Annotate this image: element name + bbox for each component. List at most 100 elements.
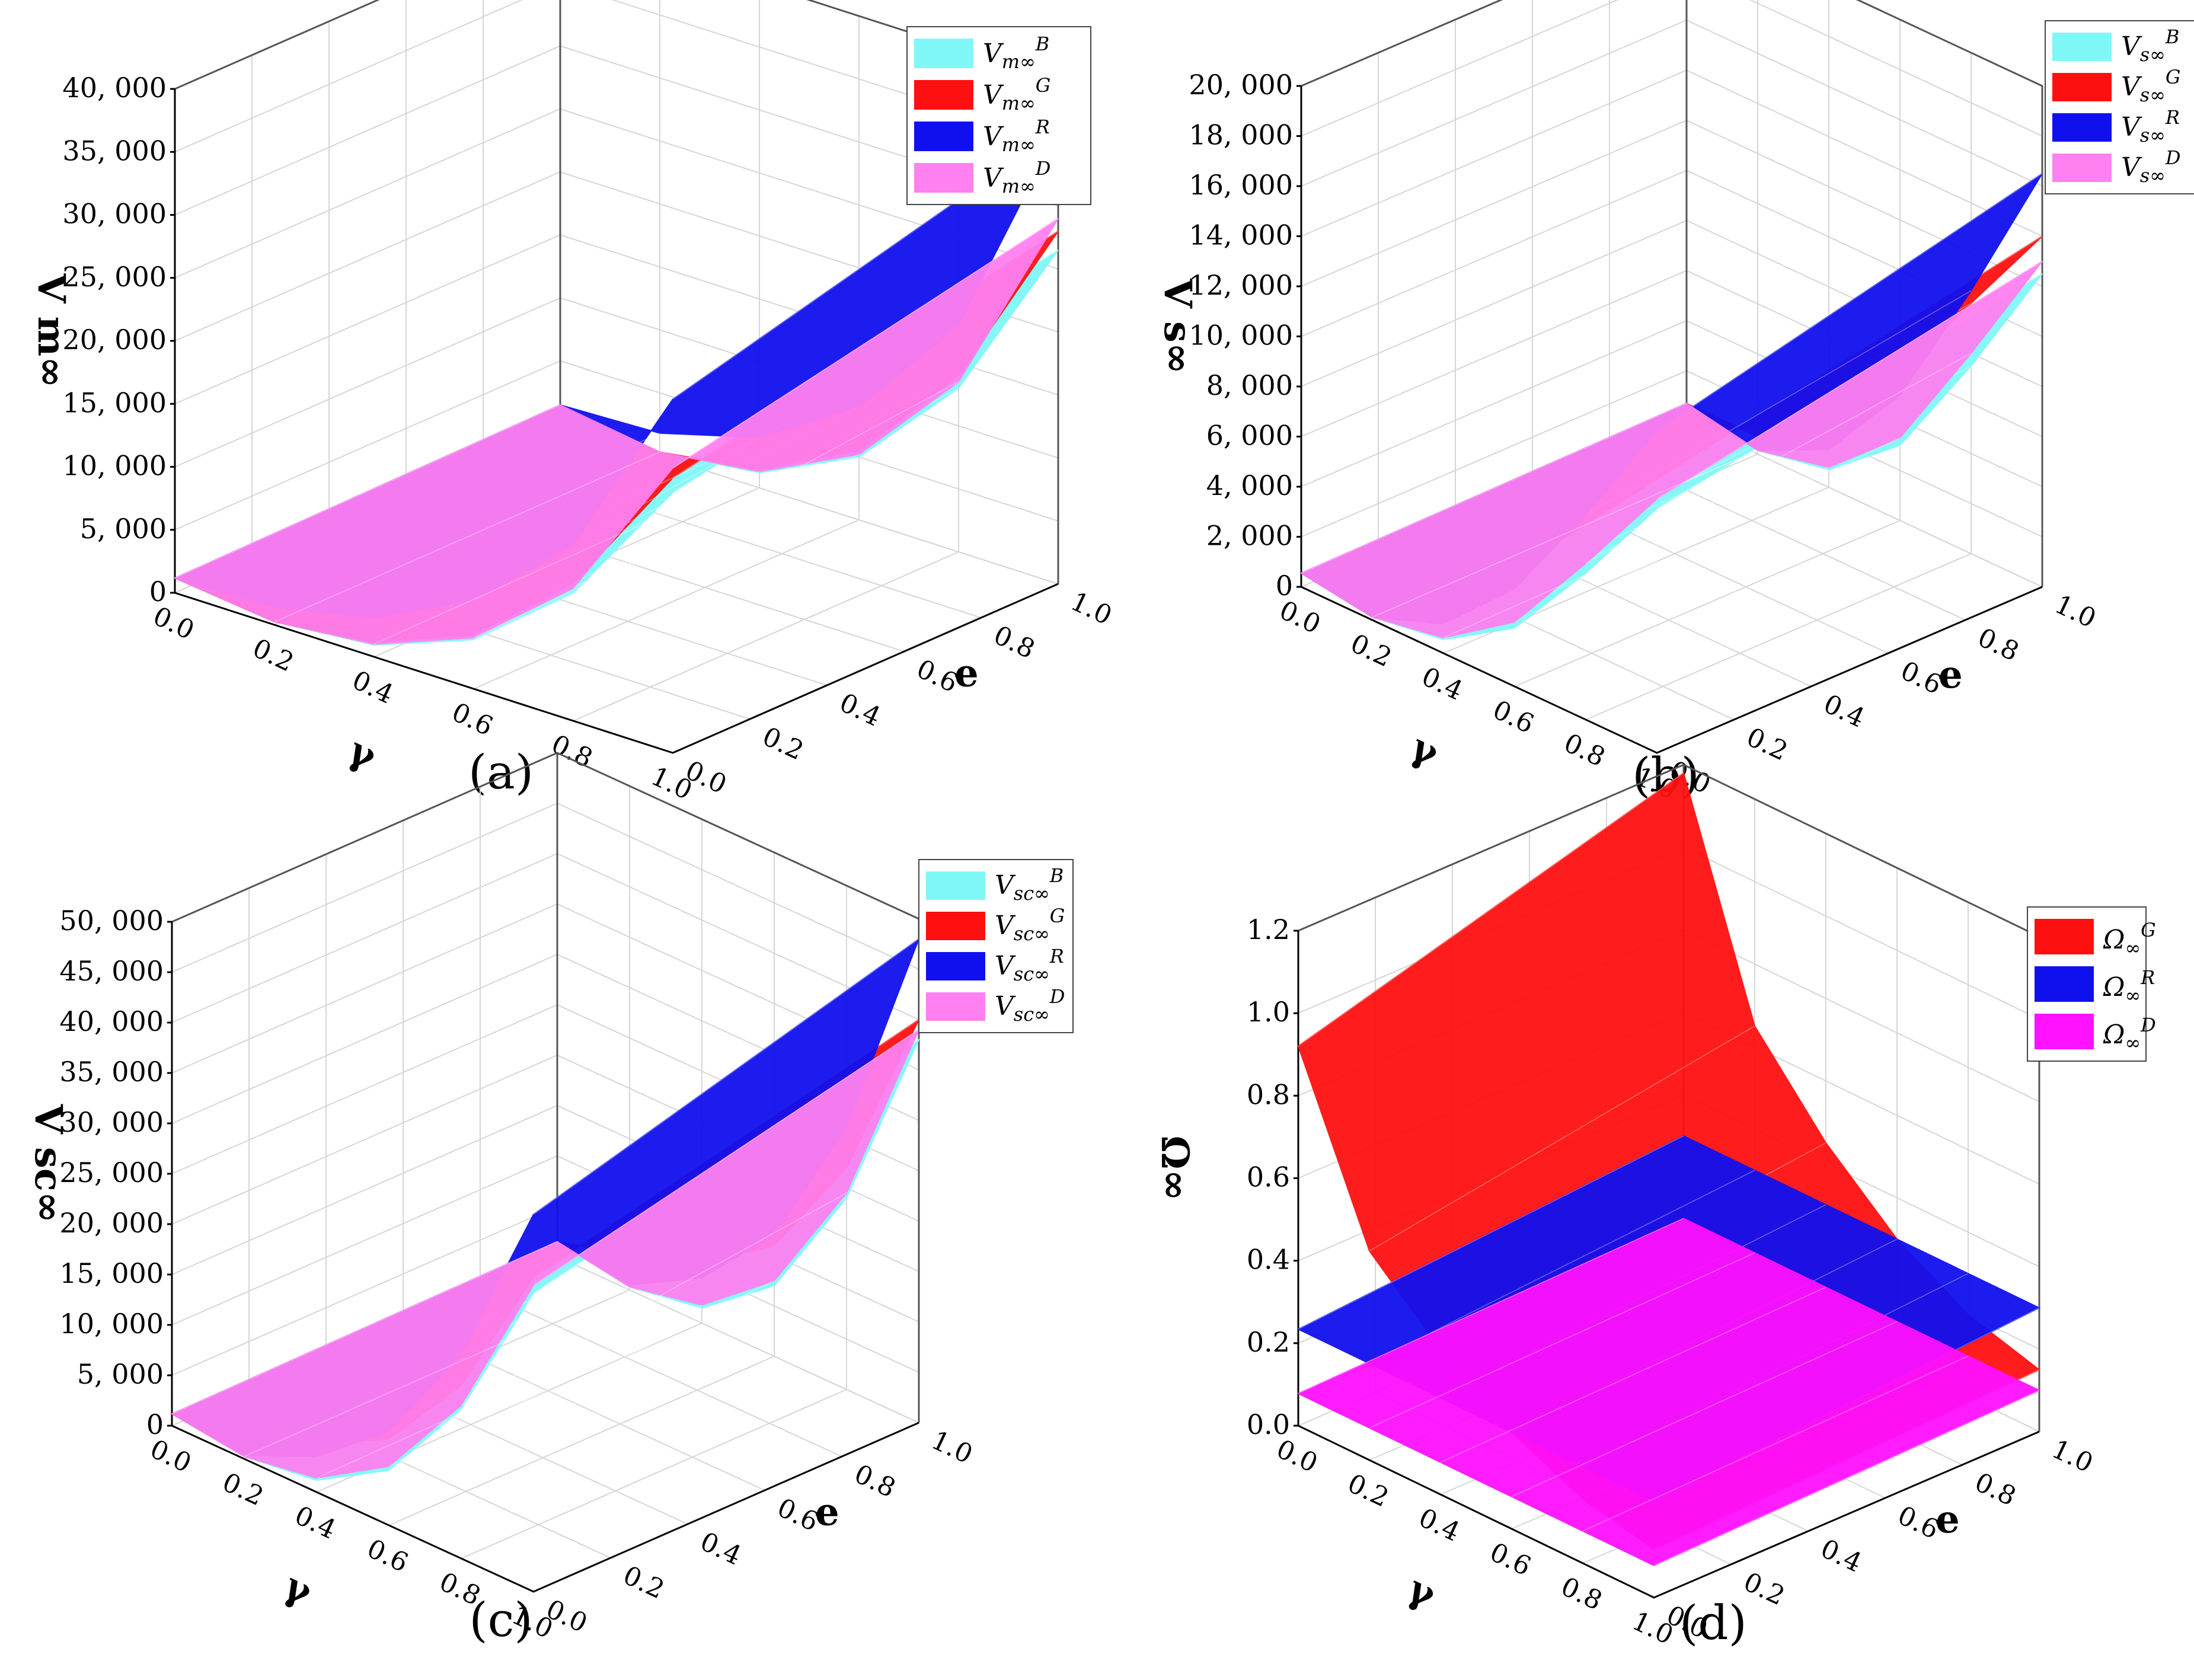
grid-line-z	[174, 0, 1059, 153]
surfaces	[173, 130, 1059, 646]
z-tick-label: 1.2	[1247, 914, 1290, 946]
x-tick-label: 0.0	[1275, 595, 1325, 640]
legend: Vm∞BVm∞GVm∞RVm∞D	[906, 26, 1091, 205]
legend-label: Ω∞G	[2103, 919, 2156, 959]
z-tick-label: 0.0	[1247, 1408, 1290, 1441]
z-tick-label: 30, 000	[62, 198, 167, 230]
z-tick-label: 4, 000	[1206, 469, 1293, 502]
grid-line-z	[171, 802, 919, 973]
z-tick-label: 10, 000	[59, 1308, 164, 1340]
z-tick-label: 18, 000	[1189, 119, 1293, 151]
legend-swatch	[2035, 919, 2094, 954]
x-tick-label: 0.2	[1346, 628, 1396, 673]
legend-swatch	[926, 912, 985, 940]
z-axis-label: V sc∞	[26, 1104, 71, 1223]
z-axis-label: V s∞	[1155, 278, 1200, 374]
x-tick-label: 0.6	[362, 1534, 413, 1579]
legend-label: Vsc∞R	[995, 945, 1064, 985]
panel-caption: (d)	[1679, 1595, 1747, 1650]
frame-top	[171, 752, 920, 1423]
z-tick-label: 5, 000	[77, 1358, 164, 1390]
surface-D	[1296, 1218, 2041, 1566]
z-tick-label: 0.2	[1247, 1326, 1290, 1358]
mesh-line	[171, 1241, 558, 1414]
mesh-line	[1656, 261, 2043, 500]
z-tick-label: 0.8	[1247, 1078, 1290, 1110]
x-tick-label: 0.6	[1485, 1537, 1535, 1582]
z-tick-label: 1.0	[1247, 996, 1290, 1028]
y-tick-label: 0.4	[835, 688, 885, 733]
z-tick-label: 6, 000	[1206, 420, 1293, 452]
z-tick-label: 0	[149, 576, 167, 608]
grid-line-z	[171, 852, 919, 1023]
mesh-line	[1514, 437, 1901, 622]
y-tick-label: 0.8	[850, 1459, 900, 1504]
z-tick-label: 10, 000	[62, 450, 167, 482]
z-tick-label: 5, 000	[80, 513, 167, 545]
y-tick-label: 0.4	[695, 1526, 746, 1572]
z-tick-label: 25, 000	[62, 261, 167, 293]
z-tick-label: 20, 000	[62, 324, 167, 356]
mesh-line	[1514, 445, 1901, 628]
z-tick-label: 10, 000	[1189, 320, 1293, 352]
mesh-line	[1298, 772, 1684, 1047]
chart-panel-c: 0 5, 000 10, 000 15, 000 20, 000 25, 000 30, 0…	[26, 752, 1074, 1647]
y-tick-labels: 0.00.20.40.60.81.0	[1665, 589, 2100, 800]
mesh-line	[1369, 1170, 1755, 1364]
y-tick-label: 1.0	[2050, 589, 2100, 634]
x-tick-label: 0.4	[290, 1500, 340, 1545]
z-tick-labels: 0 2, 000 4, 000 6, 000 8, 000 10, 000 12, 000 1…	[1189, 69, 1301, 602]
surfaces	[1296, 772, 2041, 1566]
z-tick-label: 30, 000	[59, 1106, 164, 1138]
grid-line-z	[1301, 19, 2043, 187]
y-tick-labels: 0.00.20.40.60.81.0	[681, 586, 1116, 800]
x-tick-label: 0.2	[248, 633, 298, 678]
y-tick-label: 0.8	[1973, 622, 2023, 667]
x-tick-label: 0.4	[347, 665, 398, 710]
y-tick-label: 1.0	[2047, 1434, 2097, 1479]
mesh-line	[388, 1280, 775, 1467]
legend-label: Vm∞B	[983, 33, 1049, 73]
chart-panel-d: 0.00.20.40.60.81.01.20.00.20.40.60.81.00…	[1152, 764, 2156, 1651]
z-tick-labels: 0 5, 000 10, 000 15, 000 20, 000 25, 000 30, 0…	[59, 905, 172, 1441]
z-tick-labels: 0 5, 000 10, 000 15, 000 20, 000 25, 000 30, 0…	[62, 72, 175, 608]
mesh-line	[533, 1029, 919, 1286]
z-tick-label: 15, 000	[59, 1257, 164, 1289]
x-tick-label: 0.4	[1417, 662, 1467, 707]
x-axis-label: γ	[1401, 1566, 1443, 1617]
z-tick-label: 2, 000	[1206, 520, 1293, 552]
y-tick-label: 0.2	[1742, 722, 1792, 767]
chart-panel-a: 0 5, 000 10, 000 15, 000 20, 000 25, 000 30, 0…	[29, 0, 1116, 806]
panel-caption: (c)	[469, 1592, 532, 1647]
mesh-line	[1656, 173, 2043, 431]
mesh-line	[1369, 1252, 1755, 1429]
mesh-line	[1511, 1321, 1898, 1497]
mesh-line	[473, 453, 860, 638]
mesh-line	[174, 404, 561, 579]
legend-swatch	[926, 992, 985, 1021]
grid-line-z	[171, 752, 919, 922]
legend-swatch	[2052, 113, 2112, 142]
z-tick-label: 40, 000	[59, 1005, 164, 1037]
legend-label: Vm∞G	[983, 74, 1050, 114]
x-tick-label: 0.8	[1559, 728, 1609, 773]
legend-label: Vsc∞G	[995, 905, 1065, 945]
surfaces	[1299, 173, 2043, 640]
legend-swatch	[2052, 73, 2112, 101]
legend-label: Vs∞G	[2121, 66, 2180, 106]
legend-swatch	[914, 39, 973, 68]
grid-line-z	[1301, 69, 2043, 237]
x-axis-label: γ	[277, 1564, 320, 1615]
x-tick-label: 0.4	[1414, 1503, 1464, 1548]
mesh-line	[672, 218, 1059, 468]
y-tick-label: 1.0	[927, 1425, 977, 1470]
legend-swatch	[2035, 1014, 2094, 1049]
y-tick-label: 0.2	[758, 721, 808, 766]
legend-label: Vsc∞D	[995, 985, 1065, 1026]
legend-swatch	[926, 871, 985, 900]
y-tick-labels: 0.00.20.40.60.81.0	[541, 1425, 977, 1639]
y-tick-label: 0.2	[618, 1560, 669, 1605]
z-tick-label: 20, 000	[59, 1207, 164, 1239]
legend-label: Vsc∞B	[995, 864, 1064, 905]
panel-caption: (a)	[468, 745, 534, 800]
